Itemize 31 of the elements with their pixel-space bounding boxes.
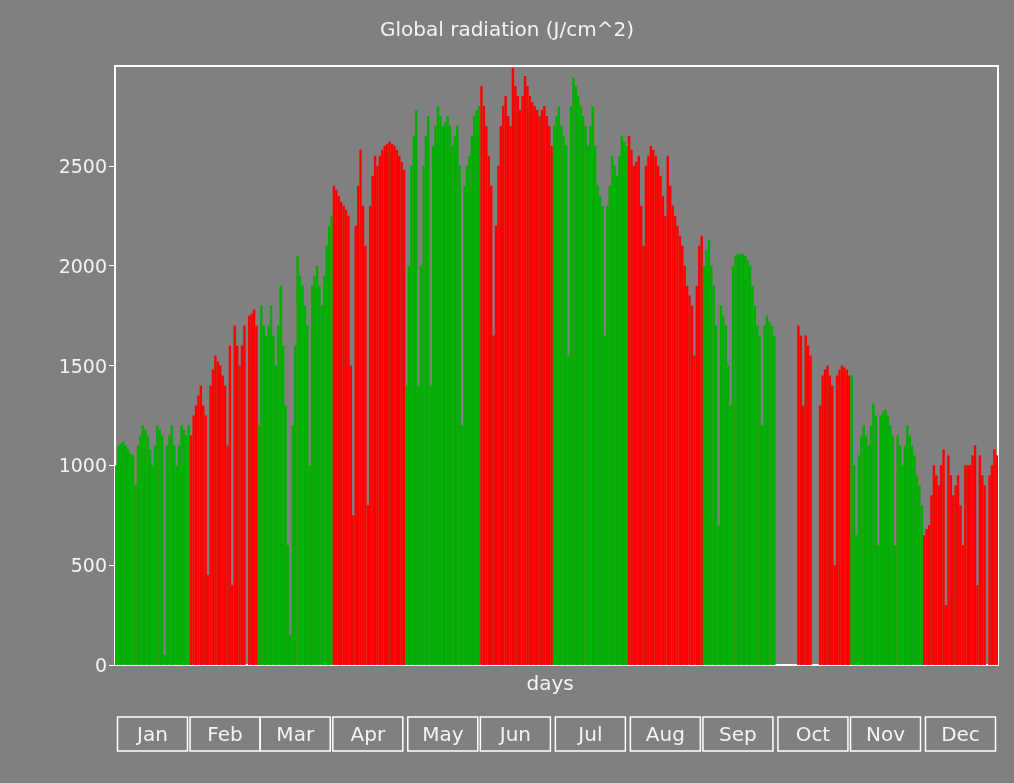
bar	[797, 325, 800, 665]
x-tick-label: Nov	[865, 722, 906, 746]
x-tick-label: May	[422, 722, 464, 746]
x-tick-label: Oct	[795, 722, 831, 746]
bar	[625, 145, 628, 665]
bar	[480, 85, 483, 665]
x-tick-label: Aug	[645, 722, 685, 746]
bar	[879, 415, 882, 665]
x-tick-label: Apr	[350, 722, 386, 746]
bar	[700, 235, 703, 665]
bar	[330, 215, 333, 665]
bar	[243, 325, 246, 665]
x-tick-label: Jul	[576, 722, 603, 746]
y-tick-label: 2000	[58, 254, 107, 277]
x-tick-label: Jan	[135, 722, 168, 746]
x-tick-label: Sep	[719, 722, 757, 746]
x-tick-label: Jun	[497, 722, 531, 746]
x-tick-label: Mar	[276, 722, 315, 746]
y-tick-label: 0	[94, 654, 107, 676]
bar	[260, 305, 263, 665]
x-tick-label: Feb	[207, 722, 243, 746]
y-tick-label: 2500	[58, 154, 107, 177]
bar	[947, 455, 950, 665]
x-axis-title: days	[526, 671, 574, 695]
y-tick-label: 1500	[58, 354, 107, 377]
chart-title: Global radiation (J/cm^2)	[379, 17, 635, 41]
y-tick-label: 1000	[58, 454, 107, 477]
x-tick-label: Dec	[941, 722, 980, 746]
y-tick-label: 500	[70, 554, 107, 577]
bar	[896, 435, 899, 665]
bar	[942, 449, 945, 665]
